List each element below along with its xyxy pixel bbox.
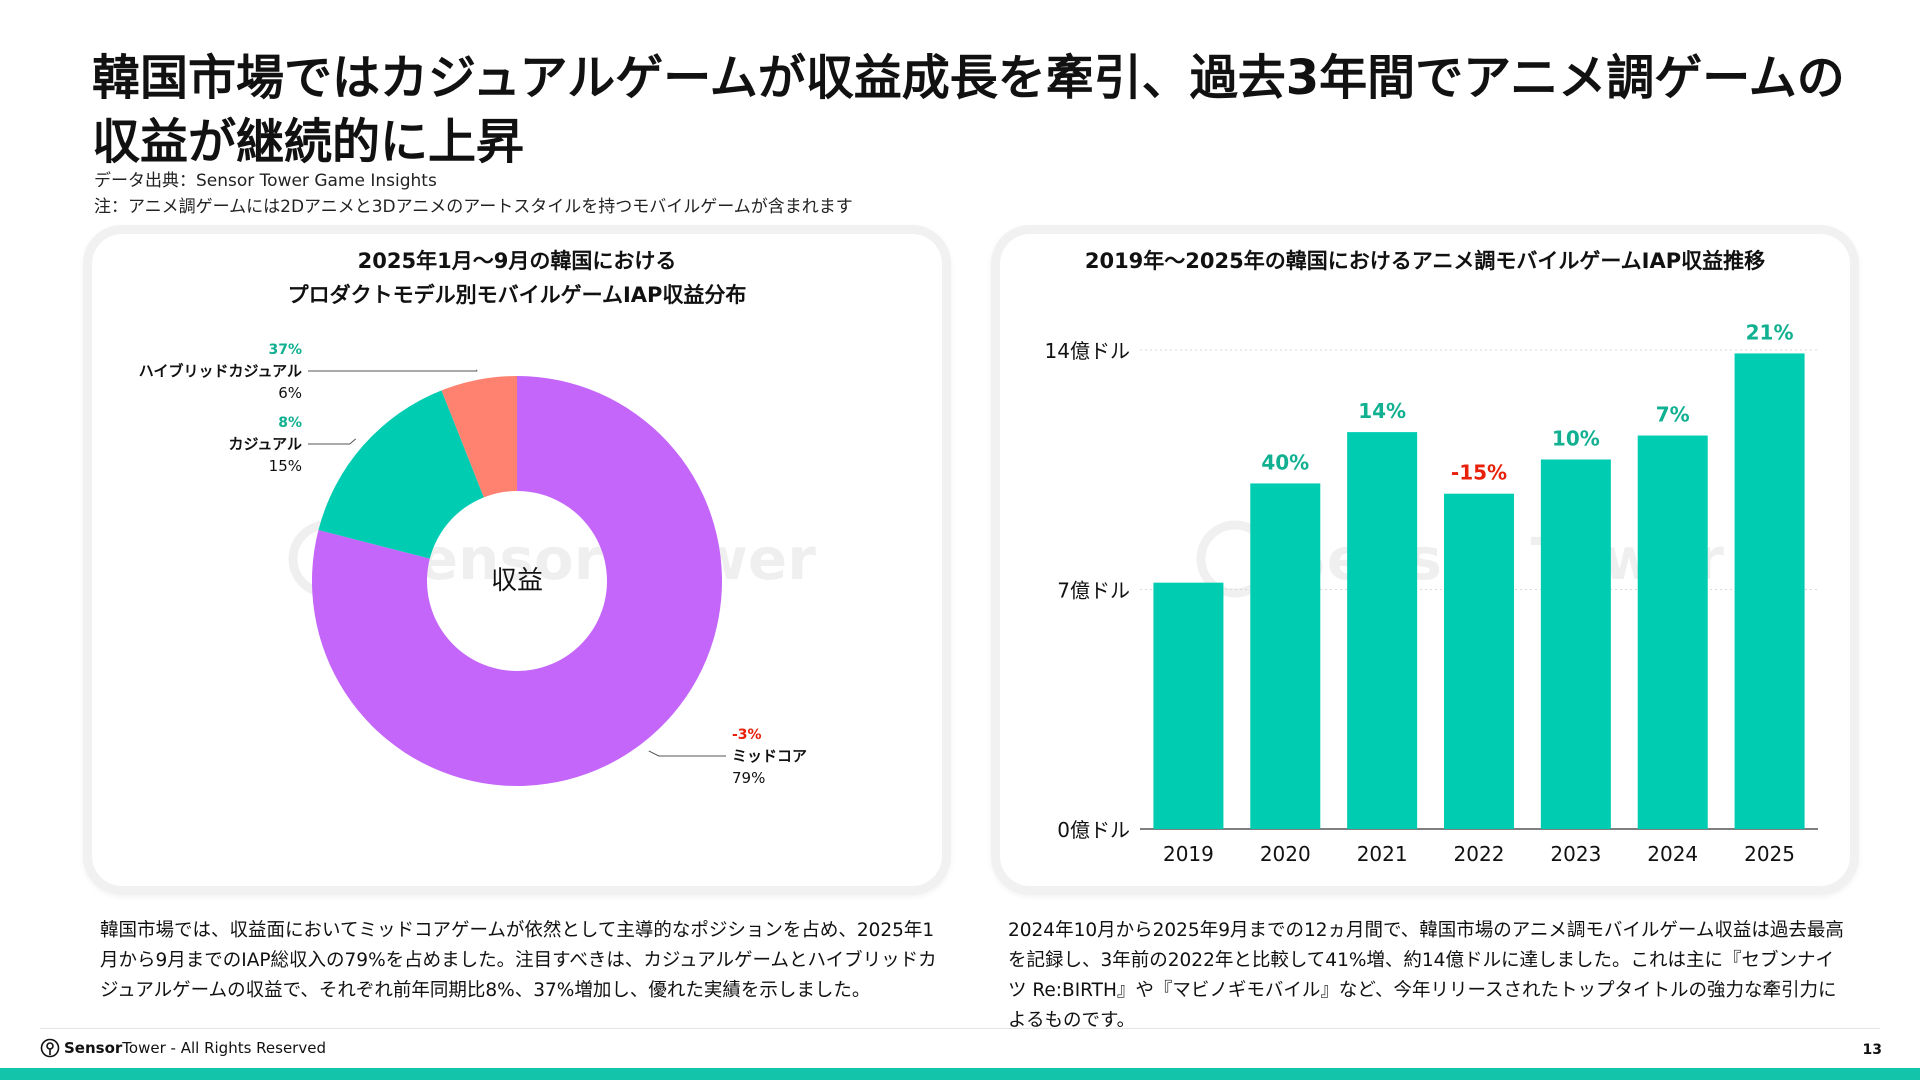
bar-y-tick-label-2: 7億ドル bbox=[1057, 579, 1130, 603]
bar-growth-label-2022: -15% bbox=[1451, 461, 1507, 485]
right-description: 2024年10月から2025年9月までの12ヵ月間で、韓国市場のアニメ調モバイル… bbox=[1008, 920, 1844, 1031]
pie-chart-card: 2025年1月〜9月の韓国におけるプロダクトモデル別モバイルゲームIAP収益分布… bbox=[92, 234, 942, 886]
bar-2025 bbox=[1734, 353, 1805, 829]
bar-growth-label-2023: 10% bbox=[1552, 426, 1600, 450]
bar-y-tick-label-1: 0億ドル bbox=[1057, 818, 1130, 842]
bar-growth-label-2021: 14% bbox=[1358, 399, 1406, 423]
pie-slice-name-3: ハイブリッドカジュアル bbox=[139, 362, 302, 380]
bar-x-tick-label-2019: 2019 bbox=[1163, 842, 1214, 866]
bar-2024 bbox=[1637, 435, 1708, 829]
bar-x-tick-label-2021: 2021 bbox=[1357, 842, 1408, 866]
sensor-tower-logo-icon bbox=[40, 1038, 60, 1058]
page-number: 13 bbox=[1862, 1042, 1882, 1058]
pie-slice-3 bbox=[441, 376, 517, 498]
pie-growth-label-2: 8% bbox=[278, 415, 302, 431]
pie-slice-2 bbox=[318, 390, 484, 559]
bar-2021 bbox=[1347, 432, 1418, 829]
bar-chart-title: 2019年〜2025年の韓国におけるアニメ調モバイルゲームIAP収益推移 bbox=[1085, 249, 1765, 273]
pie-value-label-2: 15% bbox=[269, 457, 302, 475]
pie-chart-title-line-2: プロダクトモデル別モバイルゲームIAP収益分布 bbox=[288, 283, 747, 307]
bar-x-tick-label-2022: 2022 bbox=[1454, 842, 1505, 866]
bar-2020 bbox=[1250, 483, 1321, 829]
bar-x-tick-label-2024: 2024 bbox=[1647, 842, 1698, 866]
source-note: データ出典：Sensor Tower Game Insights bbox=[94, 171, 437, 191]
bar-x-tick-label-2025: 2025 bbox=[1744, 842, 1795, 866]
pie-growth-label-1: -3% bbox=[732, 727, 762, 743]
left-description: 韓国市場では、収益面においてミッドコアゲームが依然として主導的なポジションを占め… bbox=[100, 920, 937, 1001]
footer-divider bbox=[40, 1028, 1880, 1029]
footnote: 注：アニメ調ゲームには2Dアニメと3Dアニメのアートスタイルを持つモバイルゲーム… bbox=[94, 197, 853, 217]
pie-value-label-3: 6% bbox=[278, 384, 302, 402]
footer-logo-rest: Tower bbox=[122, 1039, 166, 1057]
bar-2022 bbox=[1444, 493, 1514, 829]
pie-leader-line-2 bbox=[308, 438, 357, 445]
pie-chart: 2025年1月〜9月の韓国におけるプロダクトモデル別モバイルゲームIAP収益分布… bbox=[139, 249, 816, 787]
footer-rights: - All Rights Reserved bbox=[165, 1039, 326, 1057]
bar-chart-card: 2019年〜2025年の韓国におけるアニメ調モバイルゲームIAP収益推移Sens… bbox=[1000, 234, 1850, 886]
bar-growth-label-2020: 40% bbox=[1261, 450, 1309, 474]
bar-y-tick-label-3: 14億ドル bbox=[1045, 339, 1130, 363]
pie-slice-name-1: ミッドコア bbox=[732, 747, 807, 765]
bar-2019 bbox=[1153, 582, 1224, 829]
bar-x-tick-label-2023: 2023 bbox=[1550, 842, 1601, 866]
pie-leader-line-1 bbox=[648, 750, 726, 757]
pie-slice-name-2: カジュアル bbox=[228, 435, 302, 453]
pie-chart-title-line-1: 2025年1月〜9月の韓国における bbox=[358, 249, 677, 273]
bar-growth-label-2024: 7% bbox=[1656, 403, 1690, 427]
bar-x-tick-label-2020: 2020 bbox=[1260, 842, 1311, 866]
bar-chart: 2019年〜2025年の韓国におけるアニメ調モバイルゲームIAP収益推移Sens… bbox=[1045, 249, 1818, 866]
pie-value-label-1: 79% bbox=[732, 769, 765, 787]
footer-logo-bold: Sensor bbox=[64, 1039, 123, 1057]
pie-leader-line-3 bbox=[308, 369, 478, 372]
page-title: 韓国市場ではカジュアルゲームが収益成長を牽引、過去3年間でアニメ調ゲームの収益が… bbox=[92, 50, 1845, 170]
pie-center-label: 収益 bbox=[491, 566, 543, 596]
pie-growth-label-3: 37% bbox=[268, 342, 302, 358]
bar-growth-label-2025: 21% bbox=[1746, 320, 1794, 344]
pie-slice-1 bbox=[312, 376, 722, 786]
footer-logo: SensorTower - All Rights Reserved bbox=[40, 1038, 326, 1058]
bottom-accent-bar bbox=[0, 1068, 1920, 1080]
bar-2023 bbox=[1540, 459, 1611, 829]
